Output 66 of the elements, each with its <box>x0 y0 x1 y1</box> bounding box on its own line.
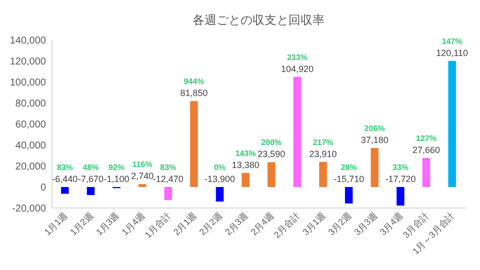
annotation: 147% <box>442 36 462 46</box>
bar <box>422 158 430 187</box>
data-label: 120,110 <box>436 48 468 58</box>
x-tick-label: 3月3週 <box>352 210 380 238</box>
y-tick-label: 40,000 <box>15 140 46 152</box>
bar <box>396 187 404 206</box>
x-tick-label: 3月2週 <box>326 210 354 238</box>
y-tick-label: 140,000 <box>10 36 46 46</box>
bar <box>216 187 224 202</box>
bar <box>190 101 198 187</box>
data-label: -13,900 <box>204 174 236 184</box>
annotation: 116% <box>132 160 152 170</box>
bar <box>448 60 456 187</box>
data-label: -6,440 <box>52 174 78 184</box>
bar <box>61 187 69 194</box>
annotation: 217% <box>312 138 334 147</box>
data-label: 81,850 <box>180 88 208 98</box>
data-label: 2,740 <box>131 171 154 182</box>
bar <box>319 162 327 187</box>
x-tick-label: 1月2週 <box>68 210 96 238</box>
x-tick-label: 2月2週 <box>197 210 224 238</box>
annotation: 28% <box>340 163 357 172</box>
y-tick-label: 60,000 <box>15 120 46 130</box>
data-label: 37,180 <box>360 134 388 145</box>
data-label: 23,910 <box>309 148 337 159</box>
data-label: -17,720 <box>385 174 416 184</box>
annotation: 206% <box>364 124 385 133</box>
x-tick-label: 2月3週 <box>223 210 250 238</box>
annotation: 0% <box>214 163 226 172</box>
data-label: 13,380 <box>232 160 260 170</box>
bar <box>344 187 353 204</box>
bar <box>242 172 250 187</box>
data-label: 27,660 <box>412 144 440 155</box>
y-tick-label: 20,000 <box>15 162 46 172</box>
bar <box>370 148 379 187</box>
bar <box>164 187 172 200</box>
data-label: 104,920 <box>280 64 314 74</box>
annotation: 48% <box>82 163 99 172</box>
bar <box>268 162 276 187</box>
data-label: 23,590 <box>258 149 286 160</box>
x-tick-label: 3月1週 <box>300 210 328 238</box>
x-tick-label: 3月4週 <box>378 210 405 238</box>
bar <box>86 187 95 196</box>
annotation: 127% <box>416 134 437 143</box>
annotation: 83% <box>56 163 73 172</box>
y-tick-label: 80,000 <box>15 98 46 110</box>
data-label: -12,470 <box>152 174 184 184</box>
annotation: 143% <box>235 148 256 158</box>
annotation: 200% <box>261 138 282 148</box>
data-label: -7,670 <box>78 174 104 184</box>
annotation: 92% <box>108 163 125 172</box>
data-label: -1,100 <box>104 174 130 184</box>
y-tick-label: 0 <box>40 182 46 194</box>
x-tick-label: 1月3週 <box>94 210 121 238</box>
bar <box>293 76 302 187</box>
bar <box>138 184 146 187</box>
x-tick-label: 1月4週 <box>120 210 147 238</box>
annotation: 944% <box>184 77 204 86</box>
x-tick-label: 2月1週 <box>172 210 198 238</box>
data-label: -15,710 <box>334 174 364 184</box>
y-tick-label: 100,000 <box>10 78 46 88</box>
annotation: 233% <box>286 52 308 62</box>
annotation: 33% <box>392 163 408 172</box>
chart-title: 各週ごとの収支と回収率 <box>192 13 324 27</box>
annotation: 83% <box>160 163 176 172</box>
y-tick-label: 120,000 <box>10 56 46 68</box>
